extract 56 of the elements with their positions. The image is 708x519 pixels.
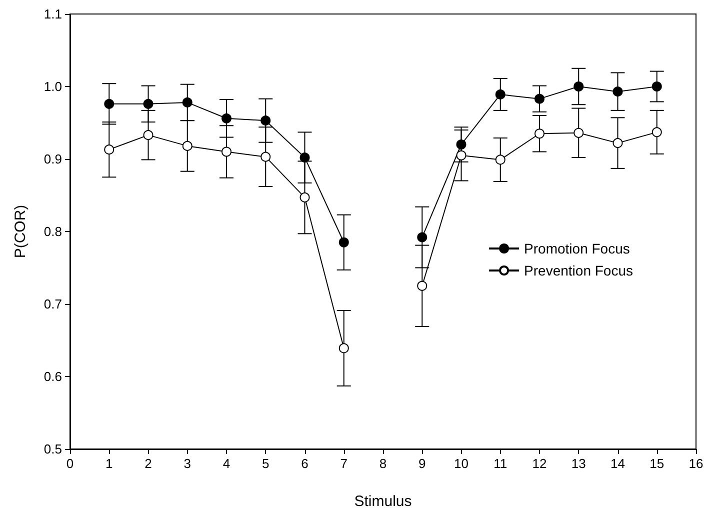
point [260,116,271,126]
point [300,192,310,202]
y-tick-label: 0.9 [44,152,62,166]
point [495,154,506,165]
x-tick-label: 6 [301,456,308,471]
point [222,146,232,157]
point [574,82,584,92]
x-axis-title: Stimulus [354,493,412,510]
x-tick-label: 15 [650,456,664,471]
point [574,128,584,138]
x-tick-label: 3 [184,456,191,471]
x-tick-label: 16 [688,456,704,471]
x-tick-label: 8 [379,456,387,471]
x-tick-label: 0 [66,456,74,471]
y-tick-label: 0.8 [44,224,62,239]
x-tick-label: 4 [222,456,230,471]
point [456,140,466,150]
point [612,86,623,97]
point [260,152,271,162]
point [182,140,192,151]
x-tick-label: 2 [144,456,152,471]
point [534,128,544,139]
point [143,98,154,109]
point [143,130,154,140]
point [612,138,623,148]
point [495,89,506,100]
legend-label: Promotion Focus [524,240,630,256]
point [338,343,349,354]
x-tick-label: 14 [610,456,625,471]
point [104,144,114,155]
x-tick-label: 9 [418,456,426,471]
y-tick-label: 0.5 [44,442,62,456]
y-tick-label: 0.7 [44,296,62,312]
point [417,280,428,291]
x-tick-label: 5 [262,456,270,471]
point [338,237,349,248]
y-axis-title: P(COR) [12,204,29,258]
y-tick-label: 1.0 [44,79,62,94]
point [652,127,662,138]
legend-label: Prevention Focus [524,262,634,278]
x-tick-label: 1 [106,456,113,471]
x-tick-label: 7 [340,456,348,471]
y-tick-label: 1.1 [44,6,62,22]
point [300,152,310,163]
x-tick-label: 10 [454,456,468,471]
point [222,113,232,124]
x-tick-label: 12 [532,456,547,471]
point [182,97,192,108]
point [456,150,466,160]
point [652,82,662,92]
x-tick-label: 11 [494,456,508,471]
point [104,98,114,109]
y-tick-label: 0.6 [44,369,62,384]
point [417,232,428,242]
x-tick-label: 13 [571,456,586,471]
point [534,94,544,104]
